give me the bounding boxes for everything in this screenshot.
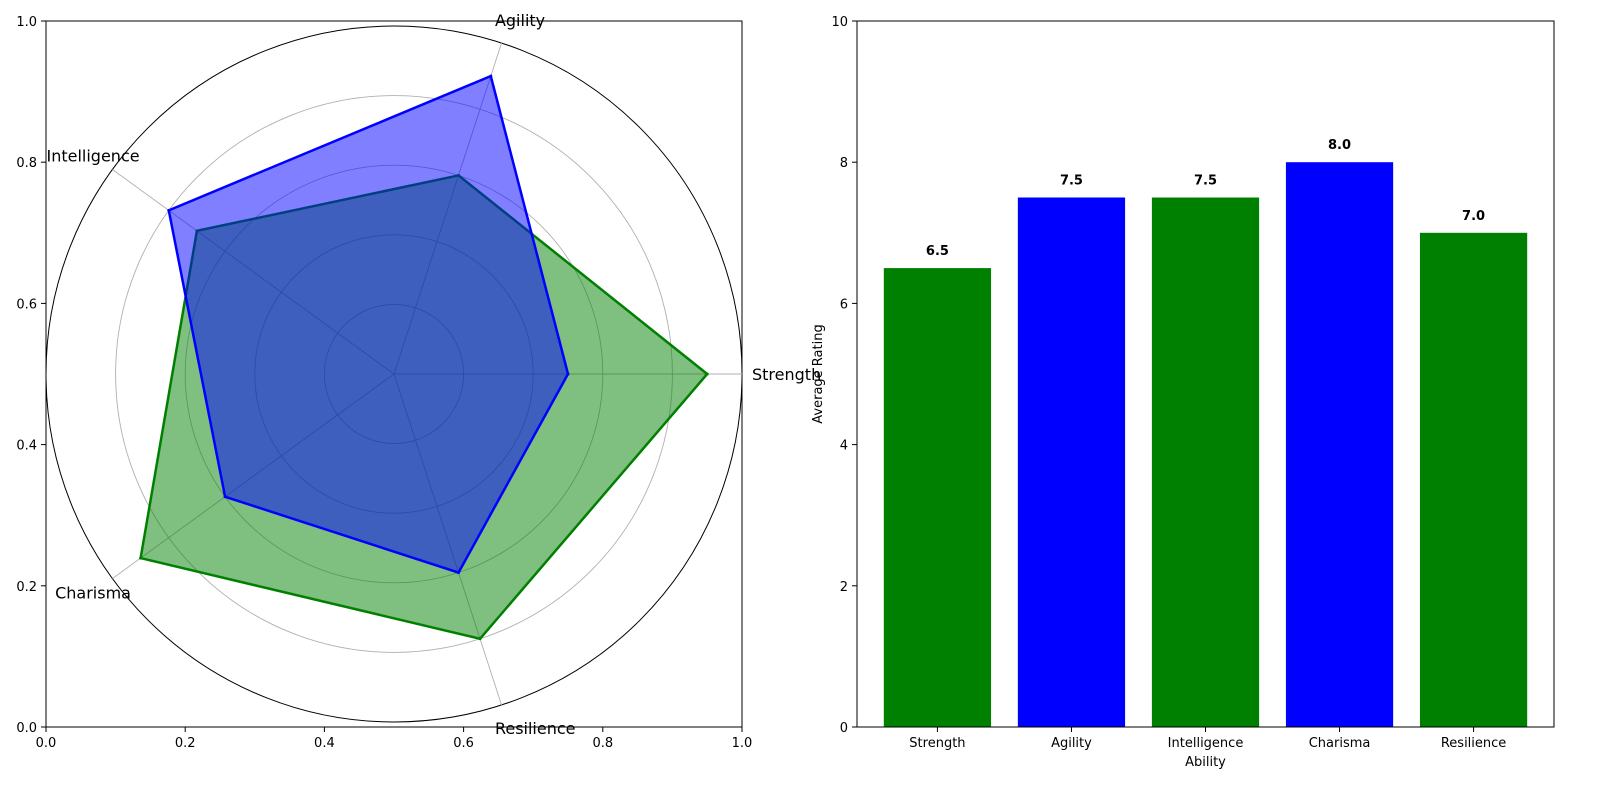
bar-ytick-label: 2 [840,580,848,595]
radar-frame-ytick-label: 0.8 [16,156,37,171]
radar-series-1-point [139,556,143,560]
bar-x-axis-label: Ability [1185,755,1226,770]
bar-xtick-label: Resilience [1441,736,1506,751]
bar-ytick-label: 6 [840,297,848,312]
bar-value-label: 7.5 [1060,174,1083,189]
bar-ytick-label: 4 [840,439,848,454]
bar-intelligence [1151,197,1260,727]
bar-y-axis-label: Average Rating [811,324,826,423]
radar-frame-xtick-label: 0.6 [453,736,474,751]
radar-frame-ytick-label: 0.6 [16,297,37,312]
radar-frame-ytick-label: 1.0 [16,15,37,30]
radar-category-label: Resilience [495,719,576,738]
radar-frame-xtick-label: 0.0 [36,736,57,751]
radar-frame-ytick-label: 0.0 [16,721,37,736]
bar-ytick-label: 0 [840,721,848,736]
radar-frame-xtick-label: 0.2 [175,736,196,751]
radar-series-2-polygon [167,74,570,575]
bar-xtick-label: Intelligence [1168,736,1244,751]
radar-category-label: Agility [495,11,545,30]
radar-series-2-point [457,571,461,575]
bar-value-label: 8.0 [1328,138,1351,153]
bar-agility [1017,197,1126,727]
bar-xtick-label: Strength [909,736,965,751]
bar-value-label: 7.0 [1462,209,1485,224]
bar-chart: 6.5 7.5 7.5 8.0 7.0 0 2 4 6 8 10 Strength Agility Int… [811,15,1555,770]
bar-ytick-label: 10 [831,15,848,30]
bar-xtick-label: Agility [1051,736,1092,751]
radar-category-label: Intelligence [46,146,139,165]
radar-frame-xtick-label: 1.0 [732,736,753,751]
bar-charisma [1285,162,1394,727]
bar-xtick-label: Charisma [1309,736,1371,751]
radar-chart: 0.0 0.2 0.4 0.6 0.8 1.0 0.0 0.2 0.4 0.6 0.8 1.0 Stre… [16,11,821,751]
radar-category-label: Strength [752,365,821,384]
radar-frame-xtick-label: 0.8 [592,736,613,751]
radar-series-1-point [478,637,482,641]
bar-value-label: 7.5 [1194,174,1217,189]
radar-series-2-point [167,208,171,212]
radar-frame-ytick-label: 0.2 [16,580,37,595]
bar-ytick-label: 8 [840,156,848,171]
radar-series-2-point [223,495,227,499]
bar-value-label: 6.5 [926,244,949,259]
bar-strength [883,268,992,727]
radar-series-2-point [489,74,493,78]
radar-frame-ytick-label: 0.4 [16,439,37,454]
radar-category-label: Charisma [55,584,131,603]
radar-series-1-point [705,372,709,376]
bar-resilience [1419,232,1528,728]
radar-frame-xtick-label: 0.4 [314,736,335,751]
radar-series-2-point [566,372,570,376]
